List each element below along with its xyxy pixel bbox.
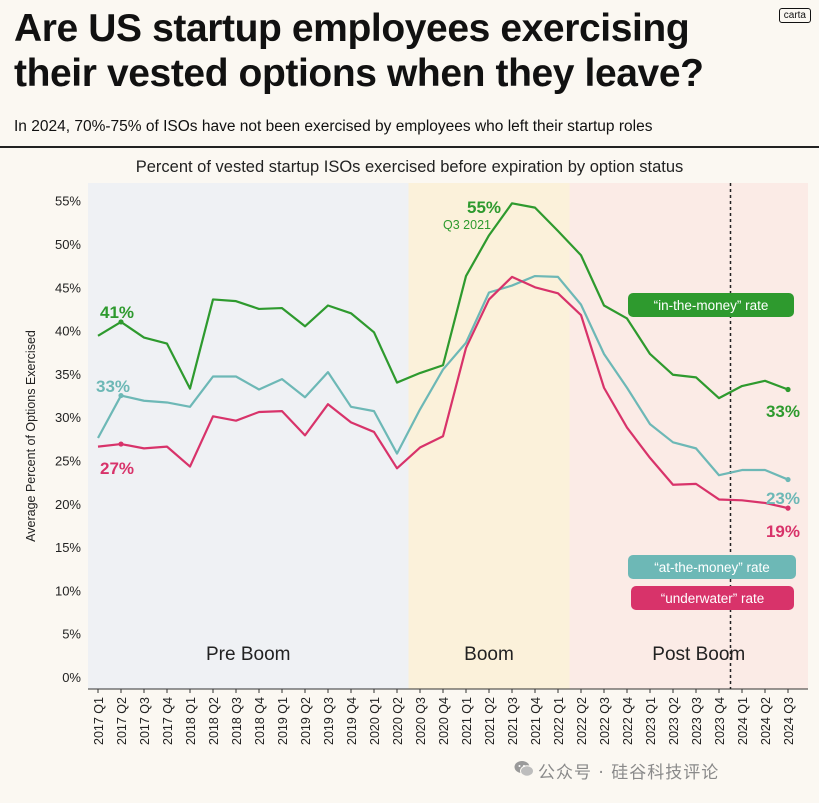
y-axis-title: Average Percent of Options Exercised <box>24 330 38 542</box>
chart-title: Percent of vested startup ISOs exercised… <box>135 158 684 176</box>
series-marker-0 <box>118 319 124 325</box>
period-label-2: Post Boom <box>652 644 745 665</box>
wechat-icon <box>514 761 534 777</box>
x-tick-label: 2022 Q1 <box>552 697 566 745</box>
x-tick-label: 2022 Q4 <box>621 697 635 745</box>
x-tick-label: 2022 Q2 <box>575 697 589 745</box>
x-tick-label: 2018 Q3 <box>230 697 244 745</box>
y-tick-label: 10% <box>55 583 81 598</box>
legend-pill-2 <box>631 586 794 610</box>
y-tick-label: 30% <box>55 410 81 425</box>
x-tick-label: 2024 Q3 <box>782 697 796 745</box>
x-tick-label: 2023 Q4 <box>713 697 727 745</box>
series-end-label-0: 33% <box>766 402 800 421</box>
x-tick-label: 2023 Q3 <box>690 697 704 745</box>
x-tick-label: 2019 Q4 <box>345 697 359 745</box>
x-tick-label: 2024 Q1 <box>736 697 750 745</box>
x-tick-label: 2024 Q2 <box>759 697 773 745</box>
x-tick-label: 2018 Q4 <box>253 697 267 745</box>
x-tick-label: 2017 Q3 <box>138 697 152 745</box>
subtitle: In 2024, 70%-75% of ISOs have not been e… <box>14 118 653 135</box>
x-tick-label: 2021 Q4 <box>529 697 543 745</box>
series-marker-2 <box>785 505 791 511</box>
series-start-label-0: 41% <box>100 303 134 322</box>
x-tick-label: 2023 Q2 <box>667 697 681 745</box>
x-tick-label: 2017 Q4 <box>161 697 175 745</box>
y-tick-label: 0% <box>62 670 81 685</box>
x-tick-label: 2019 Q3 <box>322 697 336 745</box>
x-tick-label: 2017 Q1 <box>92 697 106 745</box>
series-line-0 <box>97 202 789 400</box>
legend-label-0: “in-the-money” rate <box>654 298 769 313</box>
x-tick-label: 2020 Q4 <box>437 697 451 745</box>
series-marker-2 <box>118 441 124 447</box>
x-tick-label: 2020 Q1 <box>368 697 382 745</box>
watermark: 公众号 · 硅谷科技评论 <box>538 763 720 783</box>
series-end-label-1: 23% <box>766 489 800 508</box>
legend-pill-0 <box>628 293 794 317</box>
legend-label-2: “underwater” rate <box>661 591 765 606</box>
series-start-label-1: 33% <box>96 377 130 396</box>
y-tick-label: 20% <box>55 497 81 512</box>
x-tick-label: 2020 Q2 <box>391 697 405 745</box>
y-tick-label: 50% <box>55 237 81 252</box>
series-line-2 <box>97 275 789 510</box>
series-line-1 <box>97 274 789 481</box>
series-marker-0 <box>785 386 791 393</box>
period-band-2 <box>569 183 808 689</box>
y-tick-label: 35% <box>55 367 81 382</box>
x-tick-label: 2017 Q2 <box>115 697 129 745</box>
x-tick-label: 2019 Q2 <box>299 697 313 745</box>
period-band-0 <box>88 183 409 689</box>
y-tick-label: 40% <box>55 324 81 339</box>
series-start-label-2: 27% <box>100 459 134 478</box>
x-tick-label: 2021 Q1 <box>460 697 474 745</box>
y-tick-label: 45% <box>55 280 81 295</box>
x-tick-label: 2019 Q1 <box>276 697 290 745</box>
series-end-label-2: 19% <box>766 522 800 541</box>
x-tick-label: 2018 Q1 <box>184 697 198 745</box>
x-tick-label: 2023 Q1 <box>644 697 658 745</box>
period-band-1 <box>408 183 570 689</box>
y-tick-label: 5% <box>62 627 81 642</box>
series-marker-1 <box>785 476 791 483</box>
x-tick-label: 2020 Q3 <box>414 697 428 745</box>
x-tick-label: 2021 Q3 <box>506 697 520 745</box>
x-tick-label: 2022 Q3 <box>598 697 612 745</box>
peak-annotation-period: Q3 2021 <box>443 218 491 232</box>
y-tick-label: 25% <box>55 454 81 469</box>
legend-label-1: “at-the-money” rate <box>654 560 770 575</box>
period-label-0: Pre Boom <box>206 644 290 665</box>
page-title: Are US startup employees exercising thei… <box>14 7 704 95</box>
x-tick-label: 2021 Q2 <box>483 697 497 745</box>
header-rule <box>0 146 819 148</box>
carta-logo: carta <box>778 8 811 23</box>
y-tick-label: 15% <box>55 540 81 555</box>
period-label-1: Boom <box>464 644 514 665</box>
x-tick-label: 2018 Q2 <box>207 697 221 745</box>
series-marker-1 <box>118 392 124 399</box>
peak-annotation-value: 55% <box>467 198 501 217</box>
y-tick-label: 55% <box>55 194 81 209</box>
legend-pill-1 <box>628 555 796 579</box>
